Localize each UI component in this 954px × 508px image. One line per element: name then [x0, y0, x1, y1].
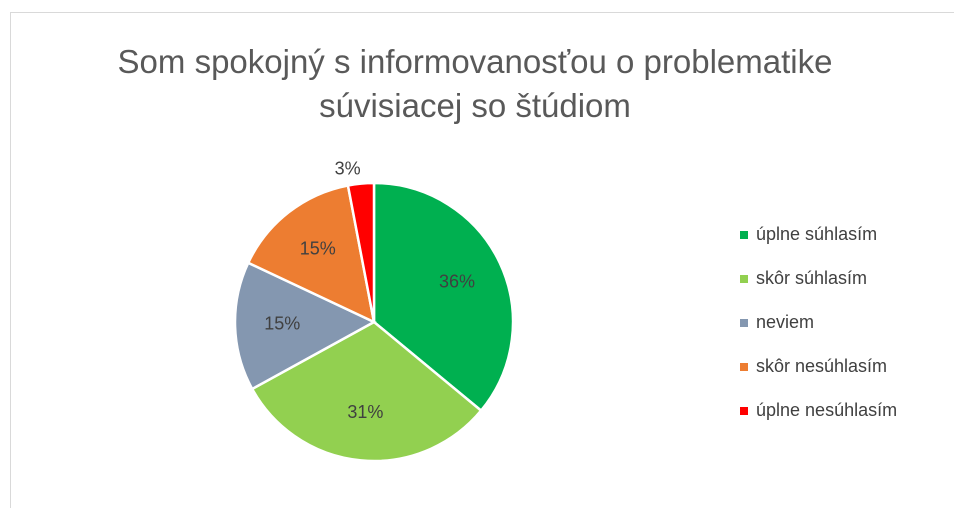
legend-label: úplne nesúhlasím	[756, 400, 897, 420]
data-label: 15%	[264, 314, 300, 334]
legend-label: skôr súhlasím	[756, 268, 867, 288]
chart-title: Som spokojný s informovanosťou o problem…	[117, 43, 833, 124]
legend-swatch	[740, 319, 748, 327]
legend-swatch	[740, 407, 748, 415]
legend-label: skôr nesúhlasím	[756, 356, 887, 376]
data-label: 36%	[439, 272, 475, 292]
data-label: 3%	[335, 158, 361, 178]
data-label: 31%	[347, 402, 383, 422]
pie-slice	[372, 181, 515, 413]
pie-slice	[233, 261, 377, 391]
pie-slice	[346, 181, 376, 323]
legend-label: neviem	[756, 312, 814, 332]
pie-slice	[246, 183, 376, 325]
legend-label: úplne súhlasím	[756, 224, 877, 244]
legend-swatch	[740, 363, 748, 371]
legend-swatch	[740, 275, 748, 283]
pie-slice	[250, 320, 483, 463]
legend-swatch	[740, 231, 748, 239]
data-label: 15%	[300, 238, 336, 258]
chart-frame	[10, 12, 954, 508]
